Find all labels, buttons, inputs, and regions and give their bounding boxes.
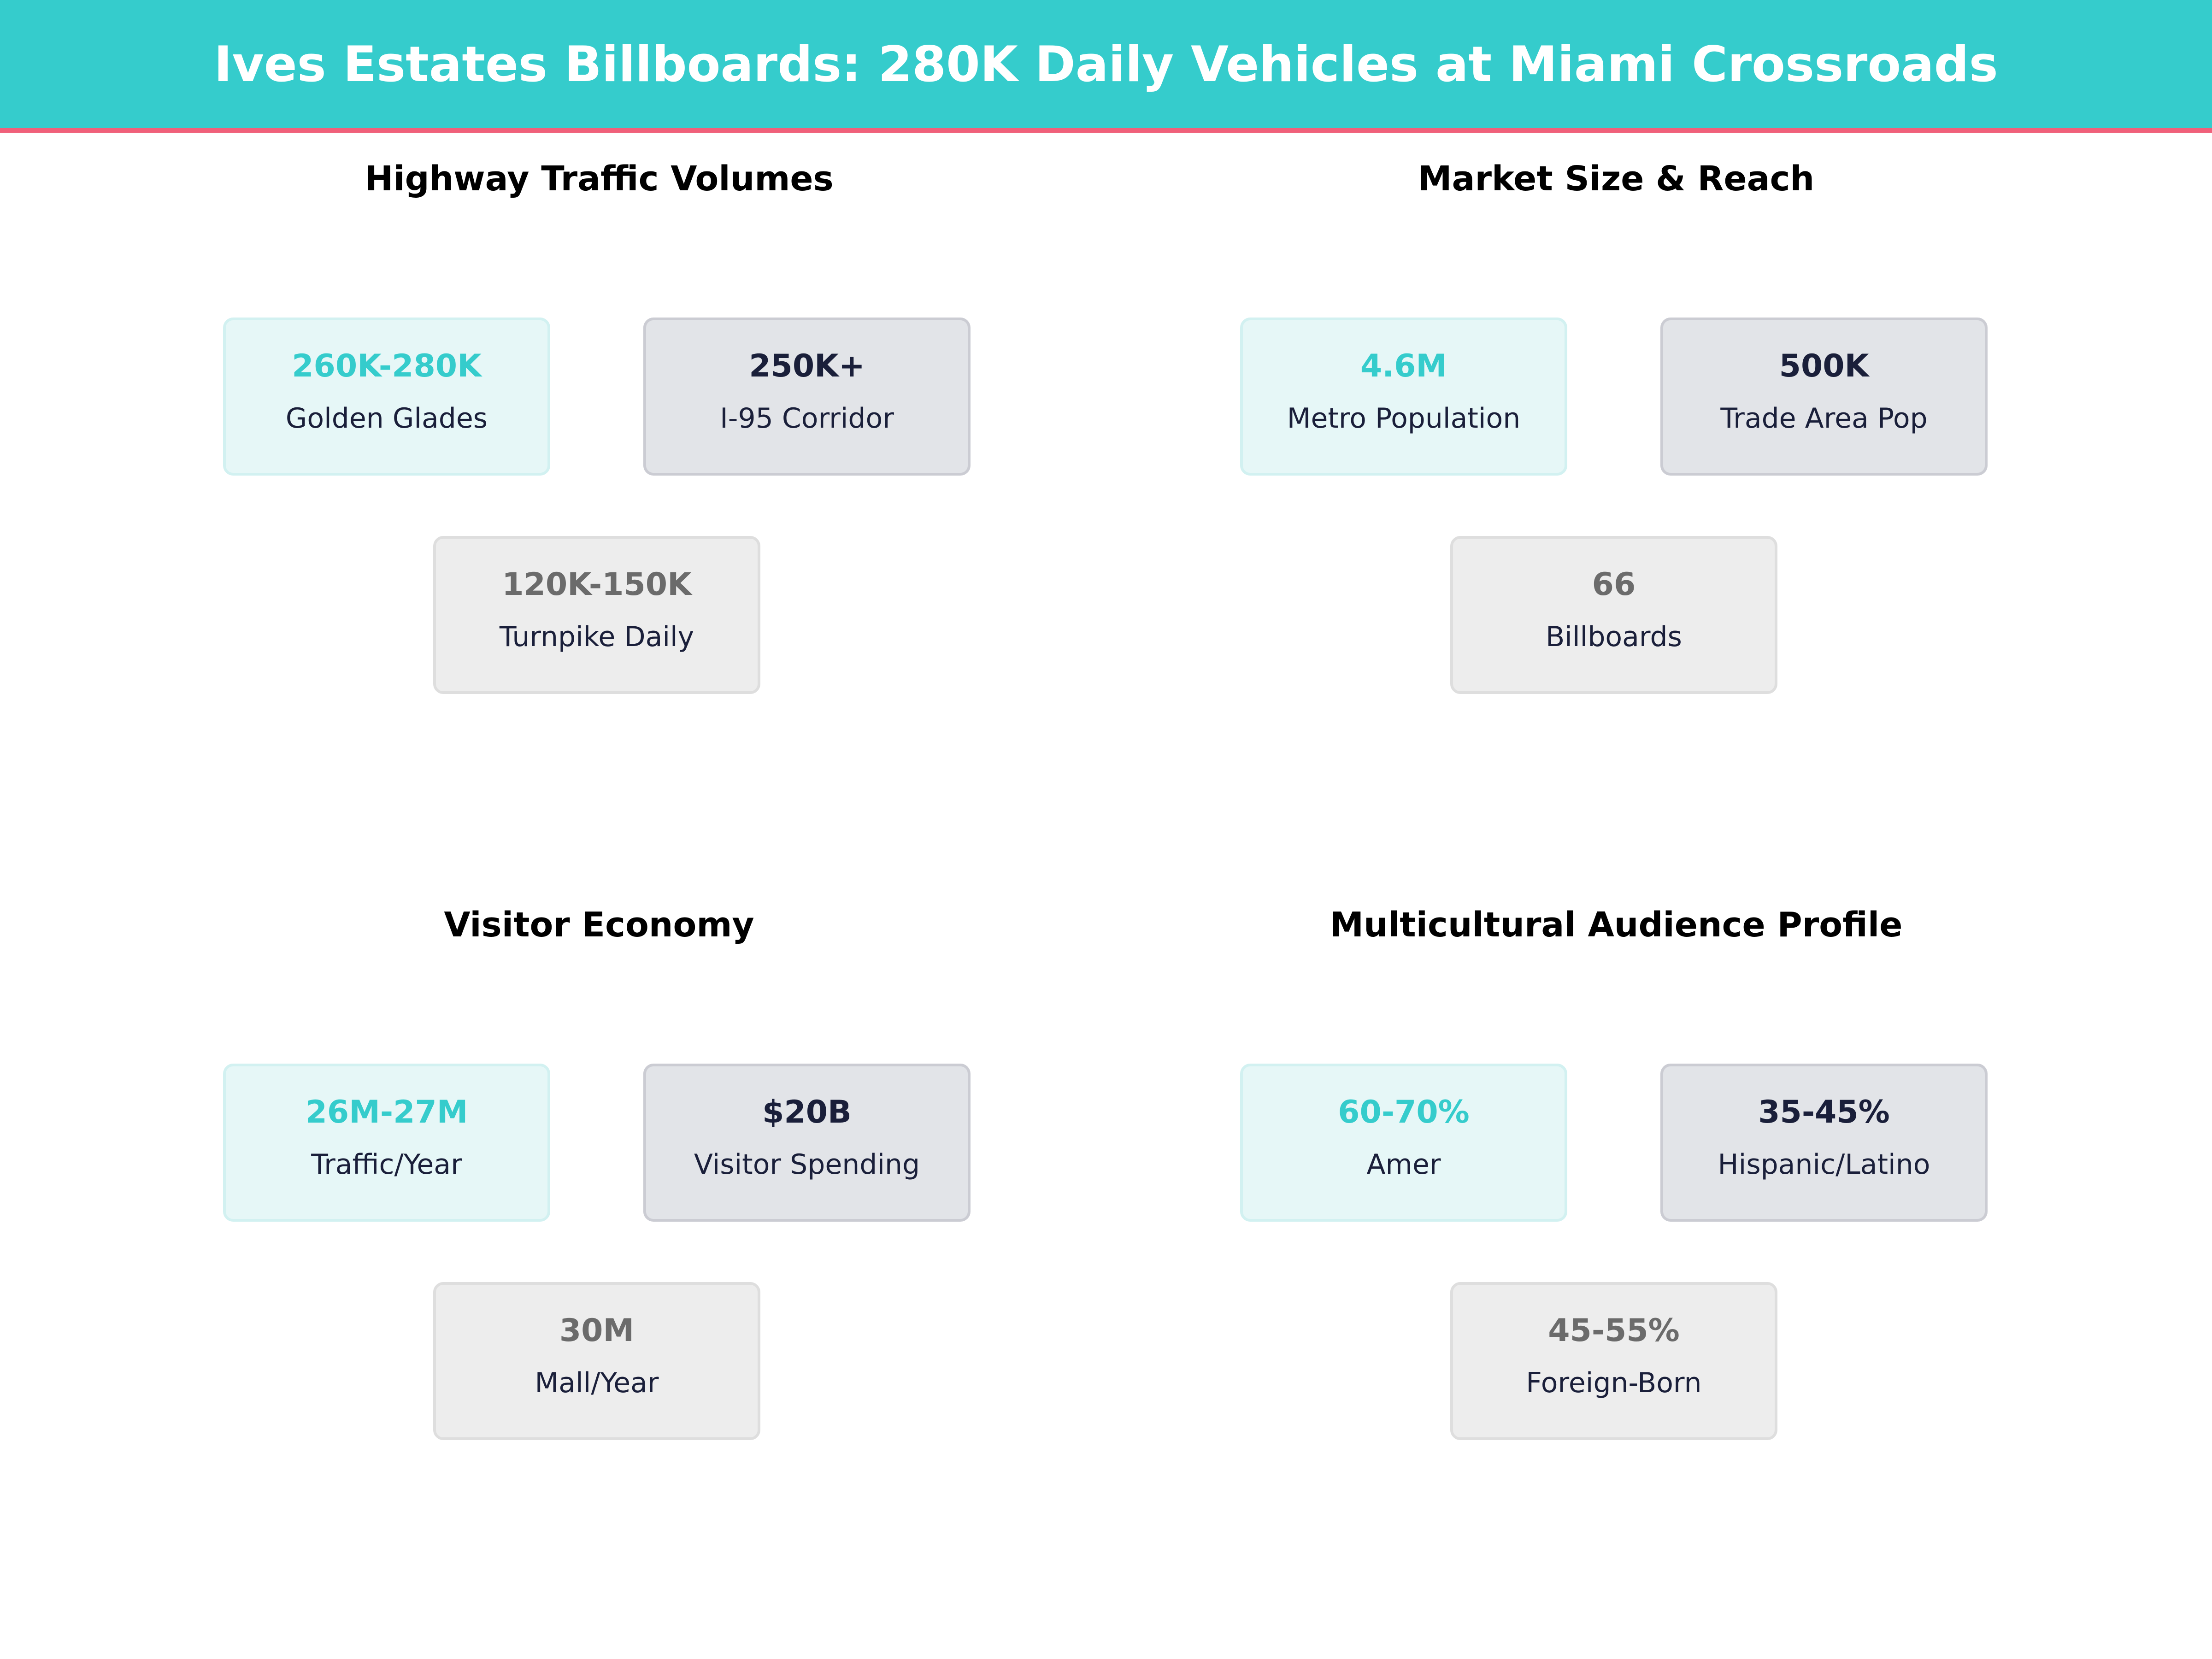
stat-card: 35-45% Hispanic/Latino <box>1660 1064 1988 1222</box>
stat-label: Golden Glades <box>285 402 488 435</box>
panel-title: Visitor Economy <box>444 905 754 945</box>
stat-label: Visitor Spending <box>694 1148 920 1181</box>
stat-value: 4.6M <box>1360 348 1447 384</box>
stat-label: Traffic/Year <box>311 1148 462 1181</box>
stat-label: Foreign-Born <box>1526 1367 1702 1399</box>
stat-card: 30M Mall/Year <box>433 1282 760 1440</box>
stat-card: 120K-150K Turnpike Daily <box>433 536 760 694</box>
stat-value: 60-70% <box>1338 1094 1470 1130</box>
stat-card: 66 Billboards <box>1450 536 1777 694</box>
stat-card: 260K-280K Golden Glades <box>223 318 550 476</box>
stat-card: 500K Trade Area Pop <box>1660 318 1988 476</box>
header-banner: Ives Estates Billboards: 280K Daily Vehi… <box>0 0 2212 133</box>
stat-label: I-95 Corridor <box>720 402 894 435</box>
stat-card: 250K+ I-95 Corridor <box>643 318 971 476</box>
stat-card: 4.6M Metro Population <box>1240 318 1567 476</box>
stat-label: Turnpike Daily <box>499 621 694 653</box>
stat-label: Trade Area Pop <box>1720 402 1928 435</box>
stat-card: 45-55% Foreign-Born <box>1450 1282 1777 1440</box>
stat-value: 26M-27M <box>305 1094 468 1130</box>
page-title: Ives Estates Billboards: 280K Daily Vehi… <box>214 35 1998 93</box>
panel-title: Highway Traffic Volumes <box>365 159 834 199</box>
stat-value: 120K-150K <box>502 566 692 603</box>
stat-label: Mall/Year <box>535 1367 659 1399</box>
stat-value: 35-45% <box>1758 1094 1890 1130</box>
panel-title: Market Size & Reach <box>1418 159 1815 199</box>
panel-highway-traffic: Highway Traffic Volumes 260K-280K Golden… <box>0 0 1106 747</box>
panel-title: Multicultural Audience Profile <box>1330 905 1903 945</box>
stat-value: $20B <box>762 1094 852 1130</box>
stat-label: Hispanic/Latino <box>1718 1148 1930 1181</box>
stat-label: Metro Population <box>1287 402 1521 435</box>
stat-value: 30M <box>559 1312 635 1349</box>
panel-audience-profile: Multicultural Audience Profile 60-70% Am… <box>1017 746 2123 1493</box>
stat-value: 250K+ <box>749 348 865 384</box>
stat-card: 26M-27M Traffic/Year <box>223 1064 550 1222</box>
stat-value: 260K-280K <box>292 348 482 384</box>
stat-label: Amer <box>1366 1148 1441 1181</box>
stat-card: 60-70% Amer <box>1240 1064 1567 1222</box>
panel-visitor-economy: Visitor Economy 26M-27M Traffic/Year $20… <box>0 746 1106 1493</box>
stat-card: $20B Visitor Spending <box>643 1064 971 1222</box>
panel-market-size: Market Size & Reach 4.6M Metro Populatio… <box>1017 0 2123 747</box>
stat-value: 45-55% <box>1548 1312 1680 1349</box>
stat-label: Billboards <box>1546 621 1682 653</box>
stat-value: 500K <box>1779 348 1869 384</box>
stat-value: 66 <box>1592 566 1636 603</box>
